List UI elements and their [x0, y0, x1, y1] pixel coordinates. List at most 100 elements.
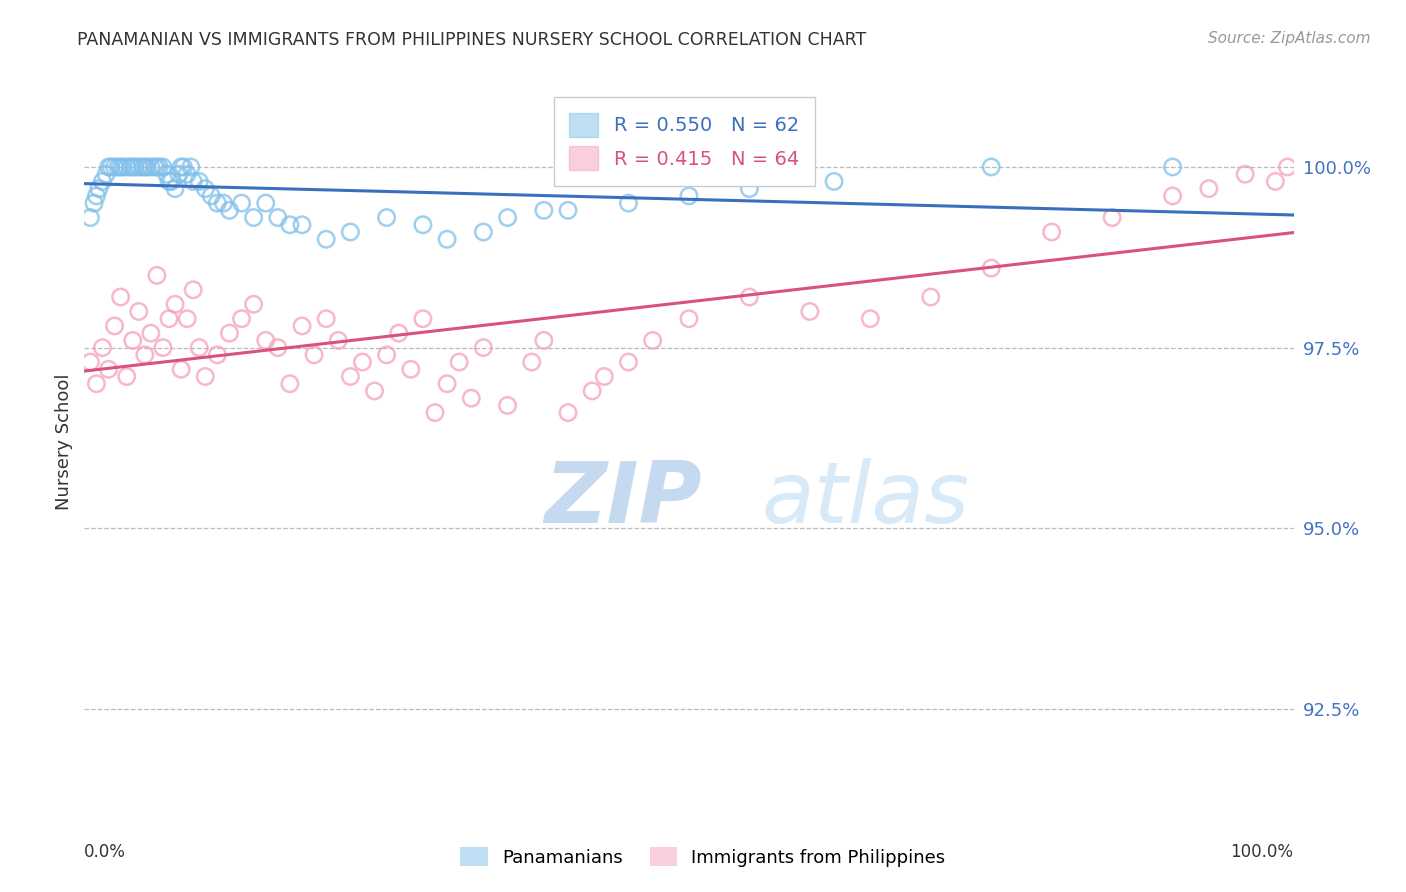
Point — [436, 376, 458, 391]
Point — [799, 304, 821, 318]
Point — [91, 174, 114, 188]
Point — [79, 355, 101, 369]
Point — [980, 261, 1002, 276]
Point — [104, 318, 127, 333]
Point — [278, 218, 301, 232]
Point — [176, 167, 198, 181]
Point — [1161, 160, 1184, 174]
Legend: Panamanians, Immigrants from Philippines: Panamanians, Immigrants from Philippines — [453, 840, 953, 874]
Point — [920, 290, 942, 304]
Point — [115, 369, 138, 384]
Text: Source: ZipAtlas.com: Source: ZipAtlas.com — [1208, 31, 1371, 46]
Point — [194, 182, 217, 196]
Point — [520, 355, 543, 369]
Point — [212, 196, 235, 211]
Point — [173, 160, 195, 174]
Point — [131, 160, 153, 174]
Point — [170, 160, 193, 174]
Point — [1264, 174, 1286, 188]
Point — [124, 160, 146, 174]
Point — [180, 160, 202, 174]
Text: PANAMANIAN VS IMMIGRANTS FROM PHILIPPINES NURSERY SCHOOL CORRELATION CHART: PANAMANIAN VS IMMIGRANTS FROM PHILIPPINE… — [77, 31, 866, 49]
Point — [120, 160, 142, 174]
Point — [1234, 167, 1257, 181]
Point — [218, 326, 240, 341]
Point — [738, 290, 761, 304]
Point — [460, 391, 482, 405]
Text: atlas: atlas — [762, 458, 970, 541]
Point — [188, 174, 211, 188]
Point — [315, 311, 337, 326]
Point — [449, 355, 471, 369]
Point — [128, 160, 150, 174]
Point — [86, 189, 108, 203]
Point — [412, 311, 434, 326]
Point — [160, 174, 183, 188]
Point — [339, 225, 361, 239]
Point — [181, 283, 204, 297]
Point — [139, 326, 162, 341]
Point — [617, 196, 640, 211]
Point — [83, 196, 105, 211]
Point — [157, 311, 180, 326]
Point — [678, 311, 700, 326]
Point — [218, 203, 240, 218]
Point — [388, 326, 411, 341]
Point — [399, 362, 422, 376]
Point — [181, 174, 204, 188]
Point — [375, 211, 398, 225]
Point — [980, 160, 1002, 174]
Point — [121, 334, 143, 348]
Point — [207, 196, 229, 211]
Point — [557, 203, 579, 218]
Point — [165, 182, 187, 196]
Point — [104, 160, 127, 174]
Point — [436, 232, 458, 246]
Point — [91, 341, 114, 355]
Point — [375, 348, 398, 362]
Legend: R = 0.550   N = 62, R = 0.415   N = 64: R = 0.550 N = 62, R = 0.415 N = 64 — [554, 97, 814, 186]
Point — [110, 290, 132, 304]
Point — [170, 362, 193, 376]
Point — [94, 167, 117, 181]
Point — [267, 211, 290, 225]
Point — [315, 232, 337, 246]
Point — [97, 362, 120, 376]
Point — [557, 406, 579, 420]
Text: 100.0%: 100.0% — [1230, 843, 1294, 861]
Point — [134, 160, 156, 174]
Point — [97, 160, 120, 174]
Point — [115, 160, 138, 174]
Point — [110, 160, 132, 174]
Point — [1040, 225, 1063, 239]
Point — [328, 334, 350, 348]
Point — [738, 182, 761, 196]
Point — [128, 304, 150, 318]
Point — [291, 318, 314, 333]
Point — [423, 406, 446, 420]
Point — [242, 211, 264, 225]
Point — [143, 160, 166, 174]
Point — [146, 268, 169, 283]
Point — [352, 355, 374, 369]
Point — [1198, 182, 1220, 196]
Point — [581, 384, 603, 398]
Point — [79, 211, 101, 225]
Y-axis label: Nursery School: Nursery School — [55, 373, 73, 510]
Point — [1277, 160, 1299, 174]
Point — [107, 160, 129, 174]
Point — [363, 384, 385, 398]
Point — [823, 174, 845, 188]
Point — [533, 334, 555, 348]
Point — [859, 311, 882, 326]
Point — [152, 160, 174, 174]
Text: ZIP: ZIP — [544, 458, 702, 541]
Point — [121, 160, 143, 174]
Point — [100, 160, 122, 174]
Point — [112, 160, 135, 174]
Point — [533, 203, 555, 218]
Point — [207, 348, 229, 362]
Point — [157, 174, 180, 188]
Point — [472, 341, 495, 355]
Point — [617, 355, 640, 369]
